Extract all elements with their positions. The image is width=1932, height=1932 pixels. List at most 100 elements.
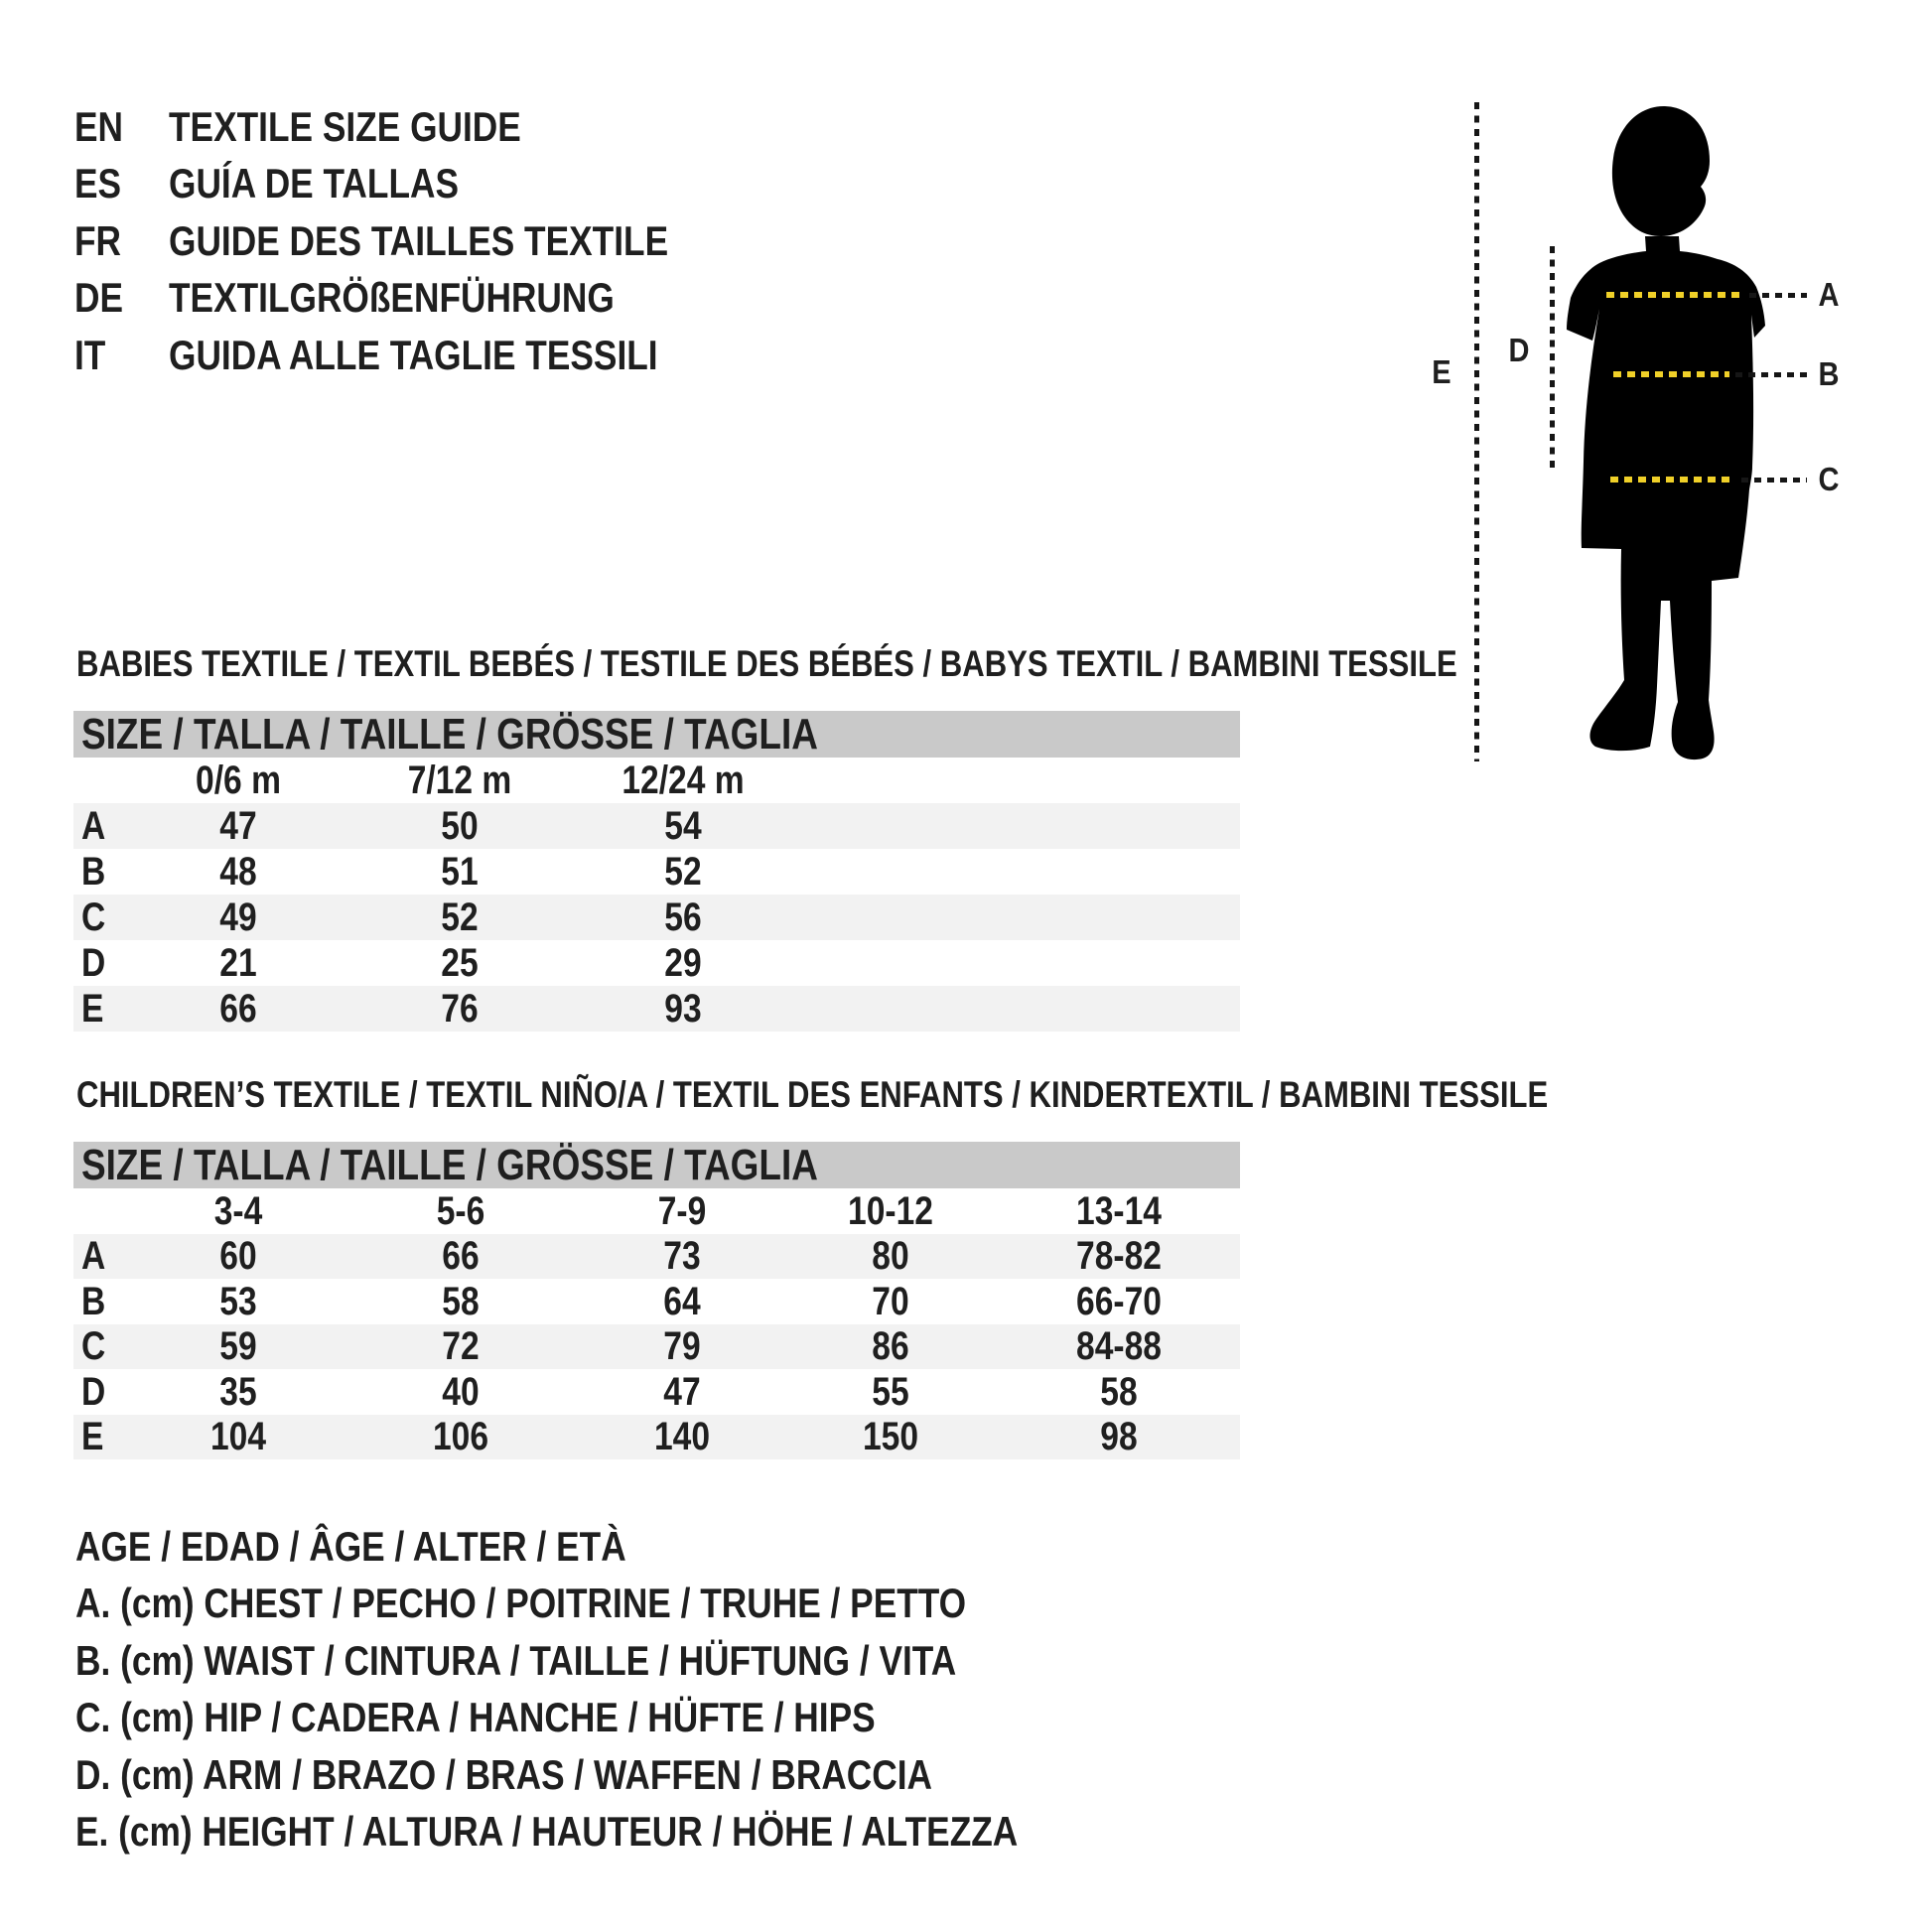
cell: 25 (441, 941, 479, 985)
row-label: C (81, 1324, 106, 1368)
cell: 140 (653, 1415, 711, 1458)
measurement-figure: A B C D E (1420, 84, 1906, 789)
children-section-heading: CHILDREN’S TEXTILE / TEXTIL NIÑO/A / TEX… (76, 1072, 1829, 1118)
table-row: D 35 40 47 55 58 (73, 1369, 1240, 1415)
cell: 66 (219, 987, 257, 1031)
cell: 53 (219, 1280, 257, 1323)
cell: 104 (209, 1415, 267, 1458)
language-row: ES GUÍA DE TALLAS (74, 155, 1167, 212)
table-row: C 59 72 79 86 84-88 (73, 1324, 1240, 1369)
table-row: D 21 25 29 (73, 940, 1240, 986)
column-header: 13-14 (1076, 1189, 1162, 1233)
cell: 64 (663, 1280, 701, 1323)
column-header: 12/24 m (621, 759, 745, 802)
legend-text: A. (cm) CHEST / PECHO / POITRINE / TRUHE… (75, 1580, 967, 1626)
babies-column-header-row: 0/6 m 7/12 m 12/24 m (73, 758, 1240, 803)
row-label: B (81, 850, 106, 894)
language-code: FR (74, 217, 122, 264)
cell: 60 (219, 1234, 257, 1278)
legend-item-height: E. (cm) HEIGHT / ALTURA / HAUTEUR / HÖHE… (75, 1803, 1197, 1861)
cell: 47 (663, 1370, 701, 1414)
chest-measure-line-a (1606, 292, 1742, 298)
row-label: E (81, 987, 104, 1031)
cell: 106 (432, 1415, 489, 1458)
cell: 52 (441, 896, 479, 939)
cell: 86 (872, 1324, 909, 1368)
column-header: 3-4 (213, 1189, 263, 1233)
language-code: EN (74, 103, 124, 150)
column-header: 5-6 (436, 1189, 485, 1233)
cell: 58 (442, 1280, 480, 1323)
language-title: GUÍA DE TALLAS (169, 160, 460, 207)
children-size-header-text: SIZE / TALLA / TAILLE / GRÖSSE / TAGLIA (81, 1141, 818, 1189)
arm-measure-line-d (1550, 246, 1555, 470)
cell: 51 (441, 850, 479, 894)
cell: 35 (219, 1370, 257, 1414)
table-row: B 53 58 64 70 66-70 (73, 1279, 1240, 1324)
column-header: 0/6 m (196, 759, 281, 802)
cell: 76 (441, 987, 479, 1031)
figure-label-b: B (1818, 355, 1840, 392)
cell: 66-70 (1076, 1280, 1162, 1323)
language-title: TEXTILE SIZE GUIDE (169, 103, 521, 150)
children-size-header-bar: SIZE / TALLA / TAILLE / GRÖSSE / TAGLIA (73, 1142, 1240, 1188)
row-label: D (81, 941, 106, 985)
legend-age-line: AGE / EDAD / ÂGE / ALTER / ETÀ (75, 1518, 731, 1576)
hip-measure-line-c (1610, 477, 1735, 483)
legend-item-hip: C. (cm) HIP / CADERA / HANCHE / HÜFTE / … (75, 1689, 1028, 1746)
language-row: IT GUIDA ALLE TAGLIE TESSILI (74, 327, 1167, 384)
cell: 58 (1100, 1370, 1138, 1414)
waist-leader-line-b (1735, 372, 1807, 377)
figure-label-d: D (1508, 332, 1530, 368)
cell: 79 (663, 1324, 701, 1368)
cell: 72 (442, 1324, 480, 1368)
table-row: A 60 66 73 80 78-82 (73, 1234, 1240, 1279)
cell: 29 (664, 941, 702, 985)
child-silhouette-icon (1567, 105, 1765, 760)
cell: 70 (872, 1280, 909, 1323)
babies-size-header-bar: SIZE / TALLA / TAILLE / GRÖSSE / TAGLIA (73, 711, 1240, 758)
table-row: C 49 52 56 (73, 895, 1240, 940)
row-label: A (81, 804, 106, 848)
legend-item-chest: A. (cm) CHEST / PECHO / POITRINE / TRUHE… (75, 1575, 1136, 1632)
column-header: 10-12 (848, 1189, 933, 1233)
cell: 93 (664, 987, 702, 1031)
cell: 80 (872, 1234, 909, 1278)
legend-item-waist: B. (cm) WAIST / CINTURA / TAILLE / HÜFTU… (75, 1632, 1124, 1690)
cell: 150 (862, 1415, 919, 1458)
figure-label-e: E (1432, 353, 1451, 390)
table-row: B 48 51 52 (73, 849, 1240, 895)
cell: 56 (664, 896, 702, 939)
cell: 78-82 (1076, 1234, 1162, 1278)
figure-label-c: C (1818, 461, 1840, 497)
chest-leader-line-a (1749, 293, 1807, 298)
row-label: A (81, 1234, 106, 1278)
cell: 49 (219, 896, 257, 939)
cell: 59 (219, 1324, 257, 1368)
language-row: FR GUIDE DES TAILLES TEXTILE (74, 212, 1167, 270)
children-heading-text: CHILDREN’S TEXTILE / TEXTIL NIÑO/A / TEX… (76, 1074, 1549, 1115)
cell: 73 (663, 1234, 701, 1278)
table-row: A 47 50 54 (73, 803, 1240, 849)
hip-leader-line-c (1741, 478, 1807, 483)
children-column-header-row: 3-4 5-6 7-9 10-12 13-14 (73, 1188, 1240, 1234)
legend-item-arm: D. (cm) ARM / BRAZO / BRAS / WAFFEN / BR… (75, 1746, 1095, 1804)
table-row: E 66 76 93 (73, 986, 1240, 1032)
language-code: ES (74, 160, 122, 207)
cell: 40 (442, 1370, 480, 1414)
figure-label-a: A (1818, 276, 1840, 313)
height-measure-line-e (1474, 102, 1479, 761)
cell: 55 (872, 1370, 909, 1414)
cell: 66 (442, 1234, 480, 1278)
row-label: B (81, 1280, 106, 1323)
cell: 98 (1100, 1415, 1138, 1458)
babies-section-heading: BABIES TEXTILE / TEXTIL BEBÉS / TESTILE … (76, 641, 1721, 687)
legend-text: C. (cm) HIP / CADERA / HANCHE / HÜFTE / … (75, 1694, 876, 1740)
legend-text: D. (cm) ARM / BRAZO / BRAS / WAFFEN / BR… (75, 1751, 933, 1798)
cell: 48 (219, 850, 257, 894)
language-title: GUIDE DES TAILLES TEXTILE (169, 217, 669, 264)
legend-text: E. (cm) HEIGHT / ALTURA / HAUTEUR / HÖHE… (75, 1808, 1019, 1855)
cell: 21 (219, 941, 257, 985)
language-code: IT (74, 332, 106, 378)
